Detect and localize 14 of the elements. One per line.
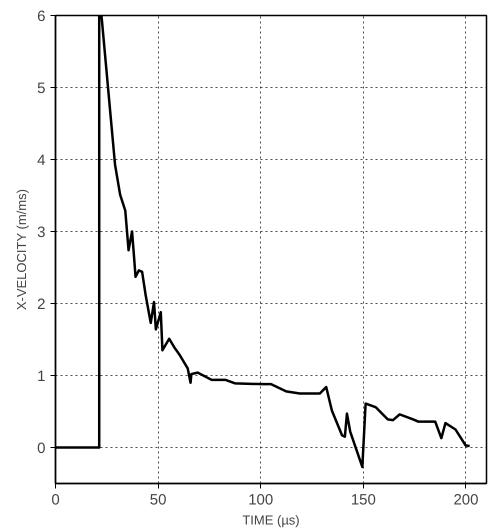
x-tick-label: 150	[350, 492, 376, 508]
x-axis-title: TIME (µs)	[242, 512, 300, 528]
y-tick-label: 5	[37, 80, 46, 97]
x-tick-label: 200	[453, 492, 478, 508]
x-tick-label: 0	[51, 492, 60, 508]
y-tick-label: 0	[37, 440, 46, 457]
y-tick-label: 3	[37, 224, 46, 241]
y-tick-label: 2	[37, 296, 46, 313]
y-tick-label: 6	[37, 8, 46, 25]
y-axis-title: X-VELOCITY (m/ms)	[14, 189, 30, 310]
x-tick-label: 100	[248, 492, 274, 508]
x-tick-label: 50	[150, 492, 166, 508]
y-tick-label: 1	[37, 368, 46, 385]
y-tick-label: 4	[37, 152, 46, 169]
